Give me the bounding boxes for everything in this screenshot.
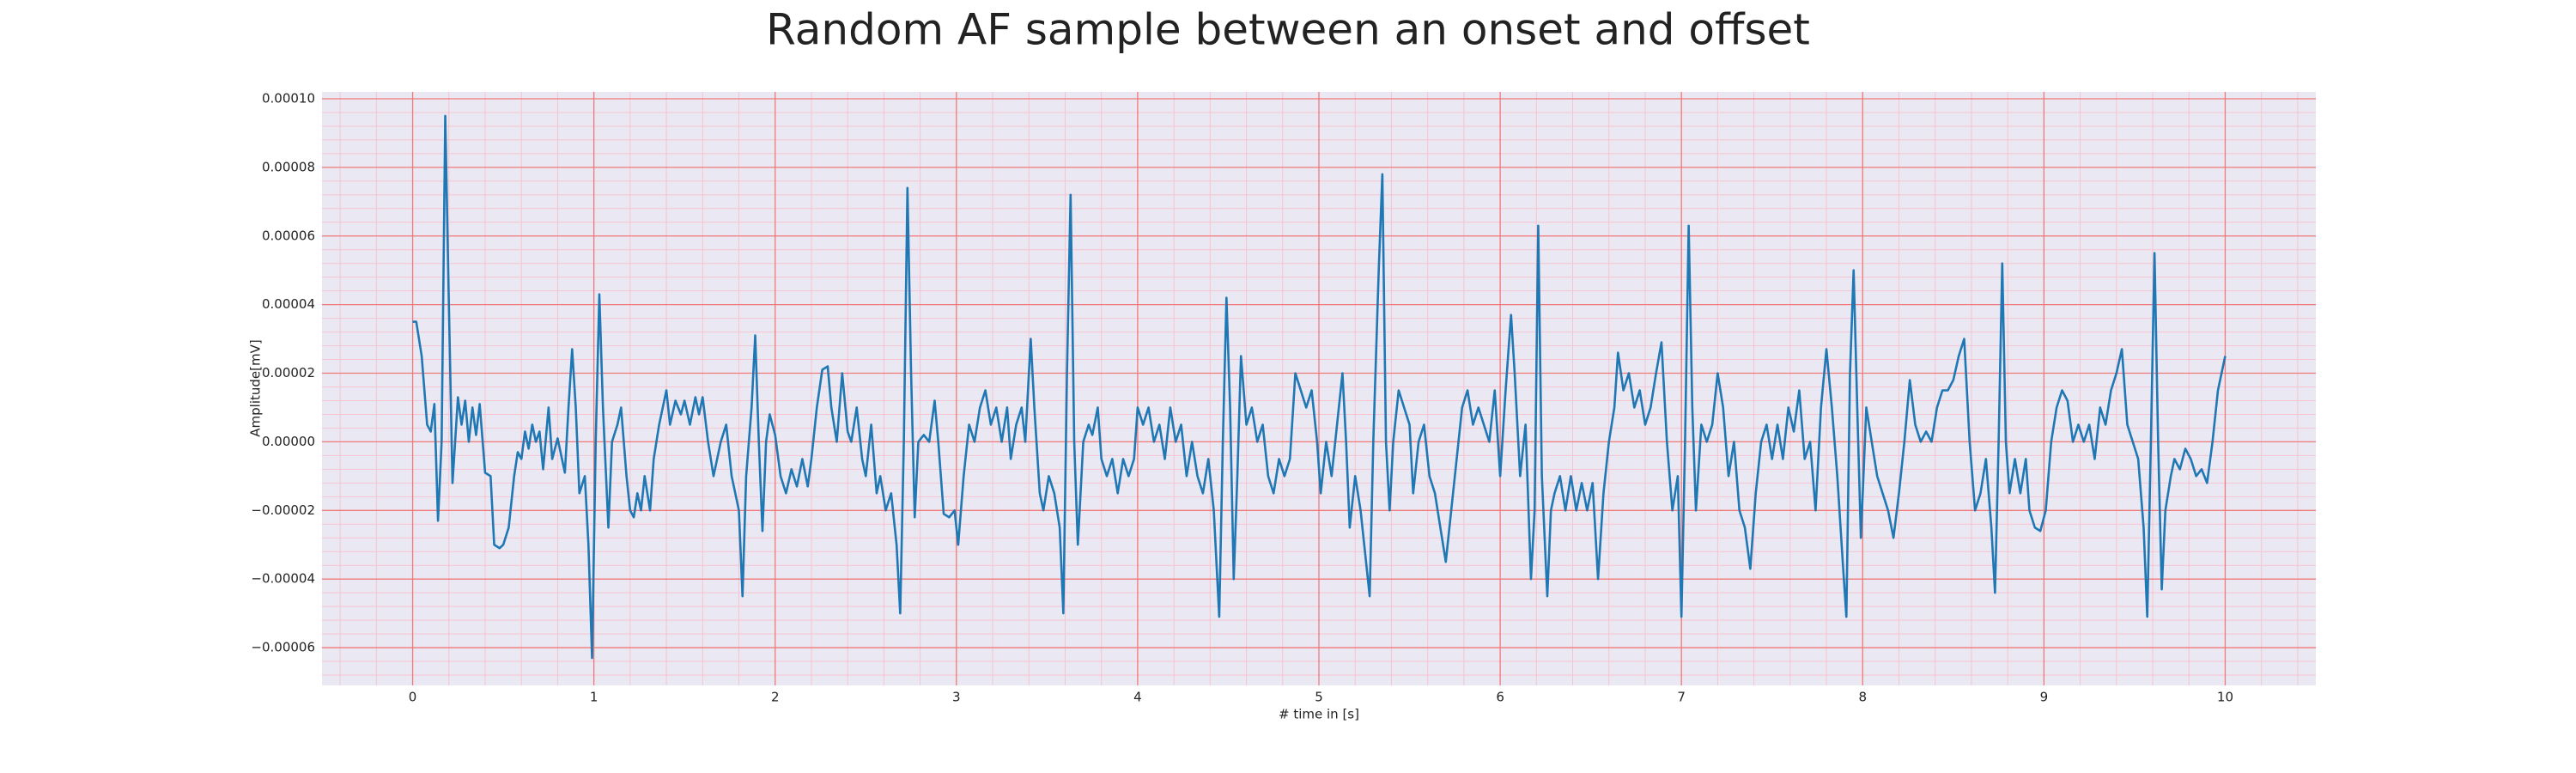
x-tick-label: 6: [1496, 690, 1504, 705]
y-tick-label: 0.00006: [262, 228, 315, 243]
x-tick-label: 2: [771, 690, 780, 705]
x-tick-label: 7: [1677, 690, 1686, 705]
y-tick-label: −0.00006: [251, 640, 315, 655]
x-tick-label: 8: [1858, 690, 1867, 705]
chart-title: Random AF sample between an onset and of…: [766, 5, 1810, 55]
y-tick-label: −0.00002: [251, 502, 315, 518]
signal-line: [412, 114, 2227, 660]
major-grid: [322, 92, 2316, 685]
x-axis-label: # time in [s]: [1279, 707, 1359, 722]
y-tick-label: 0.00004: [262, 296, 315, 312]
x-tick-label: 9: [2040, 690, 2049, 705]
plot-marks: [412, 114, 2227, 660]
x-tick-label: 10: [2217, 690, 2233, 705]
x-tick-label: 3: [952, 690, 961, 705]
y-tick-label: 0.00000: [262, 434, 315, 449]
y-tick-label: 0.00010: [262, 90, 315, 106]
y-tick-label: −0.00004: [251, 571, 315, 587]
y-axis-label: Amplitude[mV]: [248, 339, 264, 436]
y-tick-label: 0.00008: [262, 159, 315, 174]
x-tick-label: 0: [409, 690, 417, 705]
x-tick-label: 1: [590, 690, 598, 705]
x-tick-label: 5: [1315, 690, 1323, 705]
x-tick-label: 4: [1133, 690, 1142, 705]
y-tick-label: 0.00002: [262, 365, 315, 380]
axis-labels: 0 1 2 3 4 5 6 7 8 9 10 −0.00006 −0.00004 −0.00002 0.00…: [251, 90, 2233, 704]
